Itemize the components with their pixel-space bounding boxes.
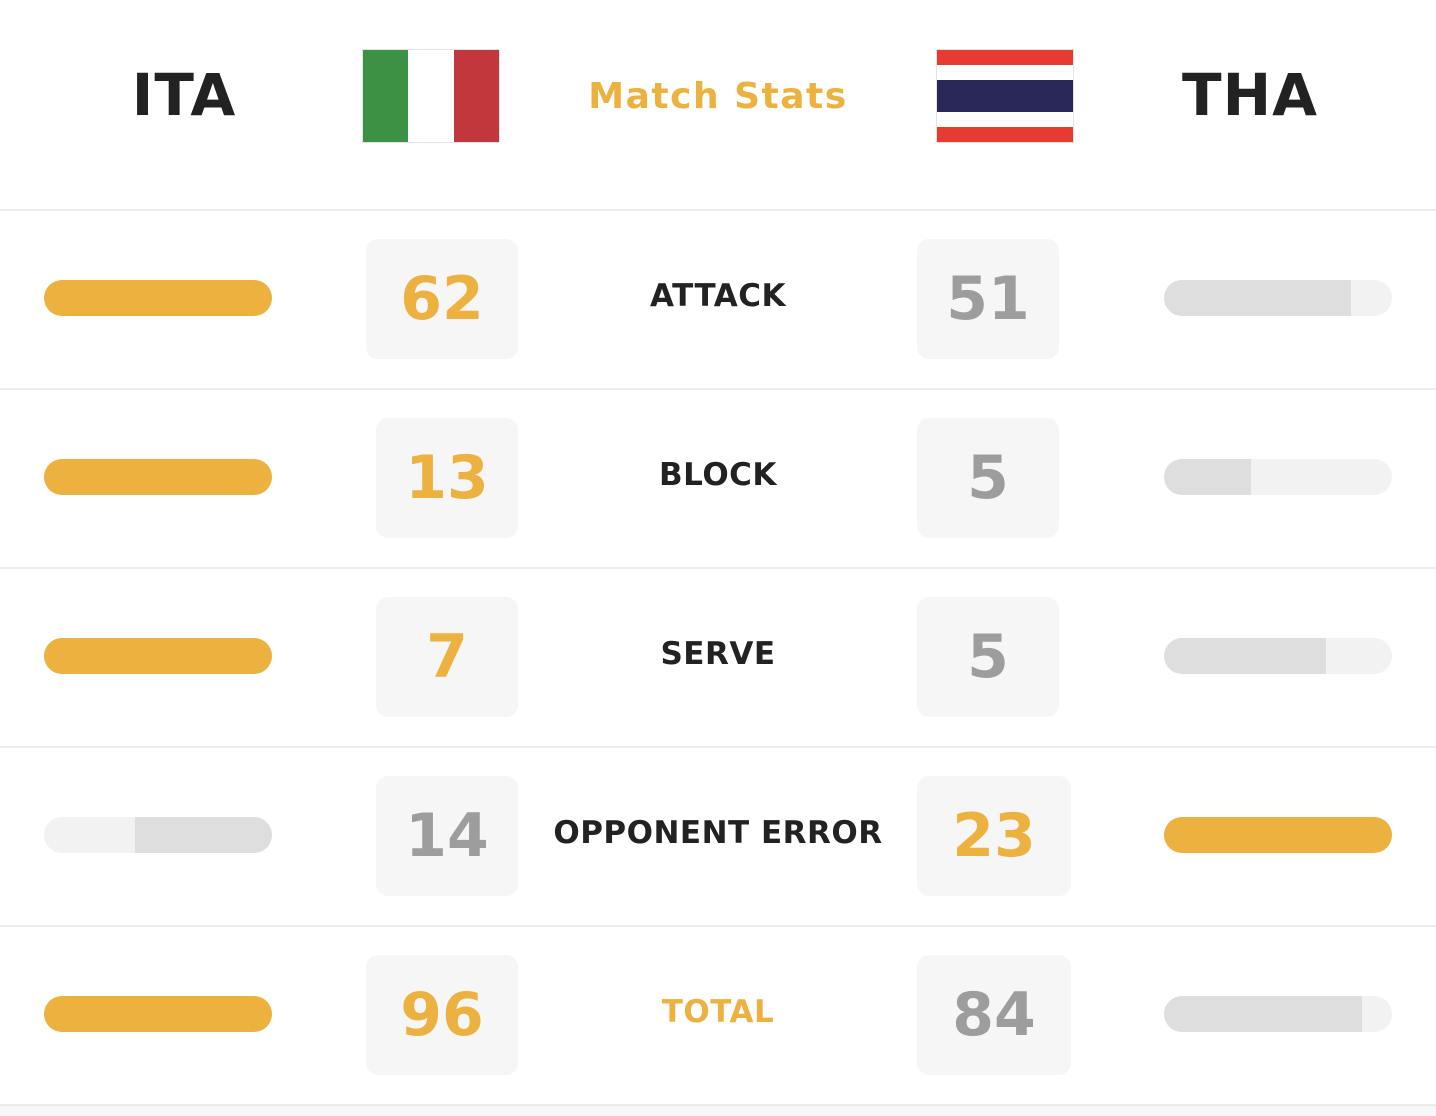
home-stat-bar-fill: [135, 817, 272, 853]
stat-label: TOTAL: [661, 994, 775, 1030]
home-stat-value: 96: [366, 955, 518, 1075]
thailand-flag-stripe: [937, 80, 1073, 112]
home-stat-value: 14: [376, 776, 518, 896]
away-stat-bar-fill: [1164, 996, 1363, 1032]
row-divider: [0, 388, 1436, 390]
home-stat-value: 62: [366, 239, 518, 359]
away-stat-bar-fill: [1164, 638, 1326, 674]
stat-row-opponent-error: 14 OPPONENT ERROR 23: [0, 747, 1436, 924]
away-stat-value: 5: [917, 597, 1059, 717]
row-divider: [0, 209, 1436, 211]
stat-label: BLOCK: [659, 457, 777, 493]
away-stat-bar-fill: [1164, 459, 1251, 495]
away-stat-bar-fill: [1164, 280, 1351, 316]
row-divider: [0, 567, 1436, 569]
stat-row-serve: 7 SERVE 5: [0, 568, 1436, 745]
stat-row-attack: 62 ATTACK 51: [0, 210, 1436, 387]
italy-flag-white-stripe: [408, 50, 454, 142]
home-team-code: ITA: [131, 61, 237, 129]
home-stat-bar: [44, 996, 272, 1032]
away-stat-value: 51: [917, 239, 1059, 359]
row-divider: [0, 746, 1436, 748]
home-stat-bar: [44, 638, 272, 674]
italy-flag-green-stripe: [363, 50, 409, 142]
home-stat-value: 13: [376, 418, 518, 538]
away-stat-bar: [1164, 638, 1392, 674]
away-stat-value: 5: [917, 418, 1059, 538]
italy-flag-icon: [363, 50, 499, 142]
away-team-code: THA: [1182, 61, 1318, 129]
away-stat-value: 23: [917, 776, 1071, 896]
away-stat-bar: [1164, 817, 1392, 853]
stat-label: ATTACK: [650, 278, 786, 314]
away-stat-bar: [1164, 459, 1392, 495]
home-stat-bar: [44, 459, 272, 495]
row-divider: [0, 925, 1436, 927]
thailand-flag-stripe: [937, 65, 1073, 80]
thailand-flag-stripe: [937, 112, 1073, 127]
match-stats-header: ITA Match Stats THA: [0, 0, 1436, 210]
stat-row-block: 13 BLOCK 5: [0, 389, 1436, 566]
thailand-flag-stripe: [937, 50, 1073, 65]
stat-row-total: 96 TOTAL 84: [0, 926, 1436, 1103]
match-stats-title: Match Stats: [588, 76, 848, 117]
home-stat-bar: [44, 280, 272, 316]
footer-strip: [0, 1106, 1436, 1116]
italy-flag-red-stripe: [453, 50, 499, 142]
row-divider: [0, 1104, 1436, 1106]
home-stat-value: 7: [376, 597, 518, 717]
home-stat-bar: [44, 817, 272, 853]
away-stat-bar: [1164, 996, 1392, 1032]
away-stat-value: 84: [917, 955, 1071, 1075]
away-stat-bar: [1164, 280, 1392, 316]
stat-label: OPPONENT ERROR: [553, 815, 883, 851]
stat-label: SERVE: [660, 636, 776, 672]
thailand-flag-icon: [937, 50, 1073, 142]
thailand-flag-stripe: [937, 127, 1073, 142]
